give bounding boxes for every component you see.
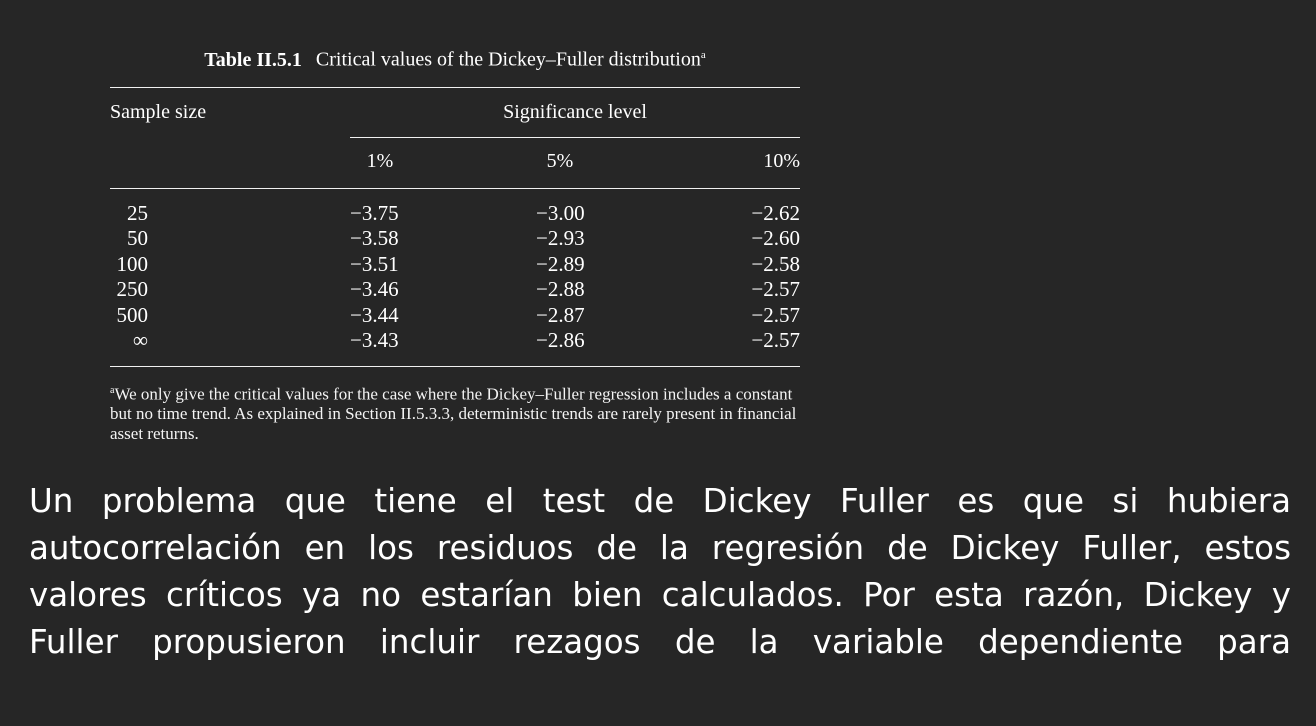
- top-rule: [110, 86, 800, 88]
- table-row: 500 −3.44 −2.87 −2.57: [110, 302, 801, 329]
- cell-10pct: −2.57: [751, 277, 800, 302]
- table-row: 100 −3.51 −2.89 −2.58: [110, 251, 801, 278]
- cell-1pct: −3.58: [350, 226, 399, 251]
- cell-1pct: −3.51: [350, 251, 399, 276]
- cell-5pct: −2.87: [536, 302, 585, 327]
- table-caption: Table II.5.1 Critical values of the Dicke…: [110, 42, 800, 73]
- cell-sample-size: 250: [116, 277, 149, 302]
- cell-sample-size: 100: [116, 251, 149, 276]
- cell-10pct: −2.57: [751, 328, 800, 353]
- cell-5pct: −2.89: [536, 251, 585, 276]
- table-caption-text: Critical values of the Dickey–Fuller dis…: [315, 48, 701, 71]
- header-row-1: Sample size Significance level: [110, 88, 800, 138]
- cell-1pct: −3.46: [350, 277, 399, 302]
- column-header-5pct: 5%: [546, 149, 574, 172]
- cell-10pct: −2.60: [751, 226, 800, 251]
- header-rule: [110, 187, 800, 189]
- cell-10pct: −2.62: [751, 200, 800, 225]
- cell-sample-size: ∞: [133, 328, 148, 353]
- cell-sample-size: 500: [116, 302, 149, 327]
- cell-1pct: −3.43: [350, 328, 399, 353]
- table-footnote: aWe only give the critical values for th…: [110, 381, 800, 445]
- column-header-10pct: 10%: [763, 149, 800, 172]
- body-paragraph: Un problema que tiene el test de Dickey …: [29, 482, 1291, 661]
- footnote-marker: a: [110, 384, 115, 396]
- table-row: 50 −3.58 −2.93 −2.60: [110, 226, 800, 252]
- cell-5pct: −3.00: [536, 200, 585, 225]
- cell-5pct: −2.93: [536, 226, 585, 251]
- cell-sample-size: 25: [127, 200, 148, 225]
- cell-10pct: −2.58: [751, 251, 800, 276]
- footnote-text: We only give the critical values for the…: [110, 384, 797, 444]
- header-row-2: 1% 5% 10%: [110, 138, 800, 188]
- critical-values-table: Table II.5.1 Critical values of the Dicke…: [110, 42, 800, 444]
- bottom-rule: [110, 365, 800, 367]
- cell-5pct: −2.88: [536, 277, 585, 302]
- header-significance-level: Significance level: [503, 100, 647, 123]
- significance-subrule: [350, 136, 800, 138]
- cell-sample-size: 50: [127, 226, 148, 251]
- header-sample-size: Sample size: [110, 100, 207, 123]
- table-row: 250 −3.46 −2.88 −2.57: [110, 277, 801, 303]
- cell-1pct: −3.75: [350, 200, 399, 225]
- table-body: 25 −3.75 −3.00 −2.62 50 −3.58 −2.93 −2.6…: [110, 189, 801, 366]
- cell-5pct: −2.86: [536, 328, 585, 353]
- table-caption-label: Table II.5.1: [204, 48, 302, 71]
- table-caption-marker: a: [700, 49, 706, 61]
- table-row: 25 −3.75 −3.00 −2.62: [110, 201, 800, 227]
- cell-1pct: −3.44: [350, 302, 399, 327]
- table-row: ∞ −3.43 −2.86 −2.57: [110, 328, 800, 354]
- cell-10pct: −2.57: [751, 302, 800, 327]
- column-header-1pct: 1%: [366, 149, 394, 172]
